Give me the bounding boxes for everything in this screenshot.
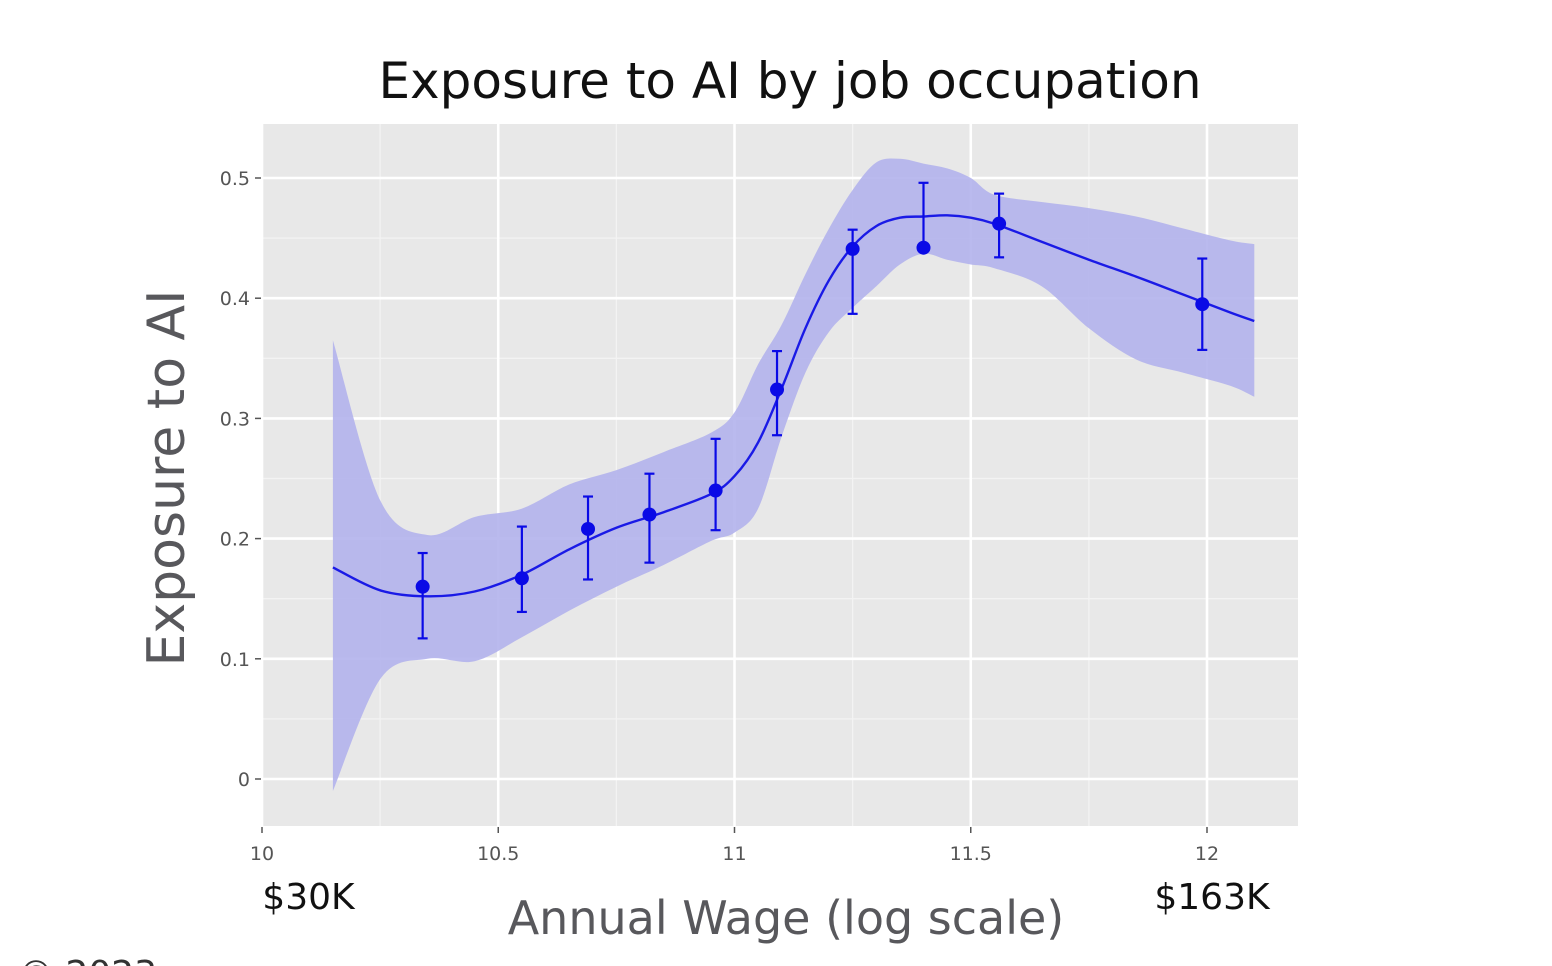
smooth-fit-line: [332, 214, 1255, 598]
data-point-1: [415, 551, 430, 640]
y-tick-label: 0.5: [220, 168, 250, 190]
y-tick-label: 0: [238, 769, 250, 791]
y-axis-ticks: 0 0.1 0.2 0.3 0.4 0.5: [220, 168, 261, 791]
y-tick-label: 0.2: [220, 529, 250, 551]
point-marker: [916, 240, 931, 255]
y-tick-label: 0.3: [220, 408, 250, 430]
footer-copyright: © 2023: [18, 954, 157, 966]
x-tick-label: 11.5: [950, 843, 992, 865]
point-marker: [845, 241, 860, 256]
x-axis-label: Annual Wage (log scale): [508, 891, 1065, 945]
point-marker: [1195, 297, 1210, 312]
fit-line: [332, 214, 1255, 598]
point-marker: [581, 521, 596, 536]
wage-annotation-low: $30K: [262, 877, 356, 918]
x-tick-label: 10: [250, 843, 274, 865]
y-axis-label: Exposure to AI: [137, 290, 197, 667]
point-marker: [415, 579, 430, 594]
y-tick-label: 0.4: [220, 288, 250, 310]
data-point-2: [514, 525, 529, 614]
x-axis-ticks: 10 10.5 11 11.5 12: [250, 827, 1219, 865]
point-marker: [642, 507, 657, 522]
point-marker: [770, 382, 785, 397]
data-points: [415, 181, 1210, 640]
data-point-9: [992, 192, 1007, 259]
data-point-5: [708, 437, 723, 532]
data-point-10: [1195, 257, 1210, 351]
x-tick-label: 12: [1195, 843, 1219, 865]
point-marker: [514, 571, 529, 586]
x-tick-label: 11: [722, 843, 746, 865]
data-point-3: [581, 495, 596, 581]
wage-annotation-high: $163K: [1154, 877, 1271, 918]
chart-title: Exposure to AI by job occupation: [378, 52, 1201, 110]
data-point-8: [916, 181, 931, 255]
data-point-7: [845, 228, 860, 315]
data-point-6: [770, 349, 785, 437]
point-marker: [708, 483, 723, 498]
data-point-4: [642, 472, 657, 564]
point-marker: [992, 216, 1007, 231]
y-tick-label: 0.1: [220, 649, 250, 671]
x-tick-label: 10.5: [477, 843, 519, 865]
